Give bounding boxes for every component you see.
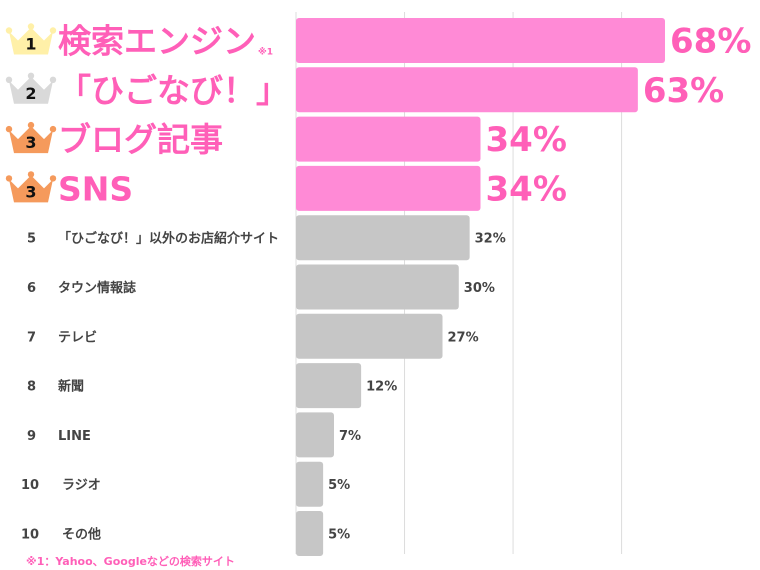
bar xyxy=(296,412,334,458)
category-label: 検索エンジン xyxy=(58,22,256,61)
value-label: 5% xyxy=(328,528,350,543)
rank-number: 9 xyxy=(27,429,36,444)
value-label: 30% xyxy=(464,281,495,296)
bar xyxy=(296,511,324,556)
footnote-marker: ※1 xyxy=(258,47,273,58)
value-label: 27% xyxy=(448,330,479,345)
rank-number: 3 xyxy=(25,133,36,152)
category-label: SNS xyxy=(58,169,133,208)
rank-number: 10 xyxy=(21,478,39,493)
category-labels: 1 検索エンジン ※1 2 「ひごなび！」 3 ブログ記事 3 SNS 5 「ひごなび！」以外のお店… xyxy=(5,22,289,543)
value-label: 68% xyxy=(670,22,751,62)
bar xyxy=(296,313,443,359)
bar xyxy=(296,67,638,113)
bar xyxy=(296,18,665,63)
bar xyxy=(296,215,470,261)
rank-number: 1 xyxy=(25,35,36,54)
rank-number: 10 xyxy=(21,528,39,543)
crown-icon xyxy=(5,72,57,104)
value-label: 34% xyxy=(486,120,567,160)
bar xyxy=(296,165,481,211)
category-label: テレビ xyxy=(58,329,97,345)
bars xyxy=(296,18,665,556)
value-label: 63% xyxy=(643,71,724,111)
rank-number: 5 xyxy=(27,232,36,247)
category-label: 新聞 xyxy=(58,379,84,395)
bar xyxy=(296,264,459,310)
value-label: 12% xyxy=(366,380,397,395)
category-label: LINE xyxy=(58,429,91,444)
crown-icon xyxy=(5,121,57,154)
category-label: タウン情報誌 xyxy=(58,280,136,296)
bar xyxy=(296,461,324,507)
crown-icon xyxy=(5,171,57,203)
value-labels: 68% 63% 34% 34% 32% 30% 27% 12% 7% 5% 5% xyxy=(328,22,751,543)
value-label: 34% xyxy=(486,169,567,209)
bar xyxy=(296,116,481,162)
rank-number: 6 xyxy=(27,281,36,296)
rank-number: 2 xyxy=(25,84,36,103)
category-label: その他 xyxy=(62,527,101,543)
category-label: ブログ記事 xyxy=(58,120,223,159)
rank-number: 7 xyxy=(27,330,36,345)
crown-icon xyxy=(5,23,57,55)
value-label: 32% xyxy=(475,232,506,247)
category-label: ラジオ xyxy=(62,478,101,493)
footnote: ※1：Yahoo、Googleなどの検索サイト xyxy=(26,555,235,568)
value-label: 7% xyxy=(339,429,361,444)
bar xyxy=(296,363,362,409)
category-label: 「ひごなび！」 xyxy=(58,71,289,110)
rank-number: 8 xyxy=(27,380,36,395)
rank-number: 3 xyxy=(25,182,36,201)
value-label: 5% xyxy=(328,478,350,493)
category-label: 「ひごなび！」以外のお店紹介サイト xyxy=(58,231,279,247)
